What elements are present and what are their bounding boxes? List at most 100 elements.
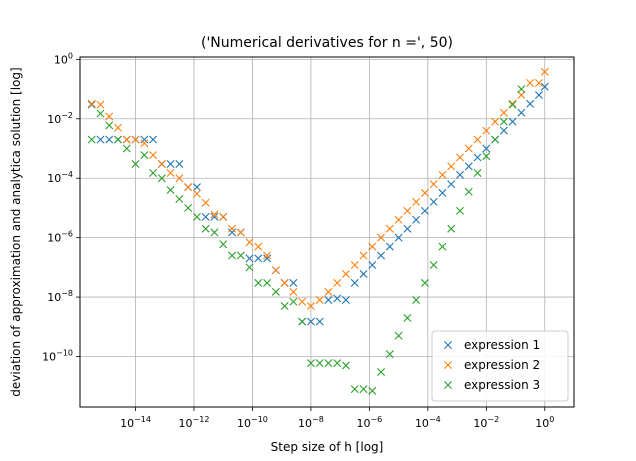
grid <box>80 57 574 407</box>
data-point <box>429 261 438 270</box>
data-point <box>438 170 447 179</box>
data-point <box>298 297 307 306</box>
data-point <box>526 99 535 108</box>
y-tick-label: 10−2 <box>47 111 73 126</box>
data-point <box>359 385 368 394</box>
data-point <box>122 135 131 144</box>
data-point <box>149 135 158 144</box>
data-point <box>333 359 342 368</box>
data-point <box>236 251 245 260</box>
data-point <box>420 278 429 287</box>
x-tick-label: 10−14 <box>120 415 151 430</box>
data-point <box>499 108 508 117</box>
data-point <box>271 287 280 296</box>
series-2 <box>87 67 549 311</box>
data-point <box>429 180 438 189</box>
data-point <box>298 317 307 326</box>
data-point <box>245 238 254 247</box>
data-point <box>131 135 140 144</box>
data-point <box>289 297 298 306</box>
data-point <box>447 180 456 189</box>
data-point <box>175 174 184 183</box>
data-point <box>420 206 429 215</box>
data-point <box>289 287 298 296</box>
data-point <box>385 350 394 359</box>
data-point <box>491 117 500 126</box>
data-point <box>96 109 105 118</box>
data-point <box>464 144 473 153</box>
data-point <box>306 359 315 368</box>
data-point <box>482 144 491 153</box>
data-point <box>105 112 114 121</box>
data-point <box>377 251 386 260</box>
data-point <box>350 261 359 270</box>
data-point <box>517 85 526 94</box>
data-point <box>456 206 464 215</box>
data-point <box>464 187 473 196</box>
x-axis: 10−14 10−12 10−10 10−8 10−6 10−4 10−2 100 <box>120 407 554 430</box>
data-point <box>341 361 350 370</box>
plot-frame <box>79 56 575 408</box>
y-tick-label: 10−10 <box>42 349 73 364</box>
data-point <box>315 317 324 326</box>
data-point <box>540 67 549 76</box>
data-point <box>122 144 131 153</box>
data-point <box>324 295 333 304</box>
data-point <box>359 269 368 278</box>
data-point <box>157 160 166 169</box>
data-point <box>315 359 324 368</box>
x-tick-label: 10−10 <box>237 415 268 430</box>
data-point <box>289 278 298 287</box>
data-point <box>412 295 421 304</box>
data-point <box>447 162 456 171</box>
data-point <box>245 263 254 272</box>
data-point <box>306 317 315 326</box>
data-point <box>491 135 500 144</box>
data-point <box>236 228 245 237</box>
data-point <box>429 197 438 206</box>
data-point <box>499 117 508 126</box>
data-point <box>149 168 158 177</box>
data-point <box>359 251 368 260</box>
series-3 <box>87 85 526 395</box>
data-point <box>508 100 517 109</box>
x-tick-label: 10−8 <box>298 415 324 430</box>
data-point <box>315 295 324 304</box>
data-point <box>499 126 508 135</box>
data-point <box>201 224 210 233</box>
data-point <box>438 242 447 251</box>
data-point <box>271 266 280 275</box>
data-point <box>166 160 175 169</box>
data-point <box>210 212 219 221</box>
data-point <box>368 386 377 395</box>
data-point <box>166 186 175 195</box>
data-point <box>324 359 333 368</box>
data-point <box>456 170 464 179</box>
data-point <box>263 278 272 287</box>
legend-label: expression 3 <box>464 378 540 392</box>
x-axis-label: Step size of h [log] <box>271 440 384 454</box>
data-point <box>192 212 201 221</box>
data-point <box>140 151 149 160</box>
data-point <box>403 206 412 215</box>
data-point <box>175 194 184 203</box>
data-point <box>306 302 315 311</box>
y-tick-label: 10−4 <box>47 170 73 185</box>
data-point <box>113 135 122 144</box>
data-point <box>131 160 140 169</box>
data-point <box>210 228 219 237</box>
data-point <box>464 162 473 171</box>
data-point <box>526 79 535 87</box>
data-point <box>368 242 377 251</box>
data-point <box>201 212 210 221</box>
y-tick-label: 100 <box>54 51 73 66</box>
data-point <box>517 91 526 100</box>
data-point <box>254 254 263 263</box>
data-point <box>377 233 386 242</box>
data-point <box>368 261 377 270</box>
data-point <box>420 188 429 197</box>
data-point <box>254 242 263 251</box>
data-point <box>341 269 350 278</box>
data-point <box>350 278 359 287</box>
